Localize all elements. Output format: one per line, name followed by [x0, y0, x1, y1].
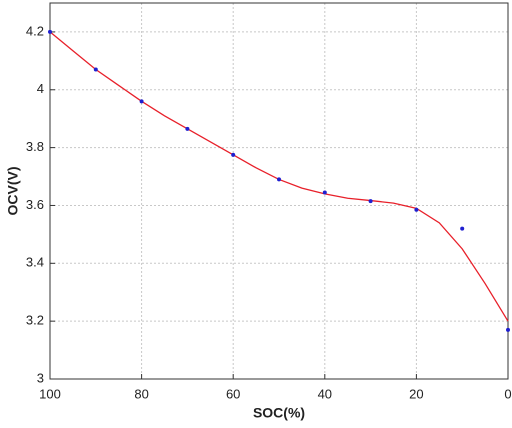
x-tick-label: 0	[504, 386, 511, 401]
data-point	[93, 67, 98, 72]
y-tick-label: 3.8	[26, 139, 44, 154]
data-point	[139, 99, 144, 104]
y-tick-label: 3.6	[26, 197, 44, 212]
y-axis-title: OCV(V)	[5, 167, 21, 216]
data-point	[414, 207, 419, 212]
data-point	[231, 152, 236, 157]
plot-frame	[49, 2, 509, 380]
data-point	[368, 199, 373, 204]
data-point	[48, 29, 52, 34]
y-tick-label: 4	[37, 81, 44, 96]
x-tick-label: 80	[134, 386, 148, 401]
x-tick-label: 20	[409, 386, 423, 401]
y-tick-label: 3.2	[26, 313, 44, 328]
x-tick-label: 40	[318, 386, 332, 401]
x-tick-label: 100	[39, 386, 61, 401]
data-point	[277, 177, 281, 182]
y-tick-label: 3	[37, 370, 44, 385]
data-point	[460, 226, 465, 231]
x-axis-title: SOC(%)	[253, 405, 305, 421]
data-point	[506, 327, 510, 332]
data-point	[185, 126, 190, 131]
plot-area	[50, 3, 508, 379]
y-tick-label: 4.2	[26, 23, 44, 38]
y-tick-label: 3.4	[26, 255, 44, 270]
x-tick-label: 60	[226, 386, 240, 401]
data-point	[322, 190, 327, 195]
